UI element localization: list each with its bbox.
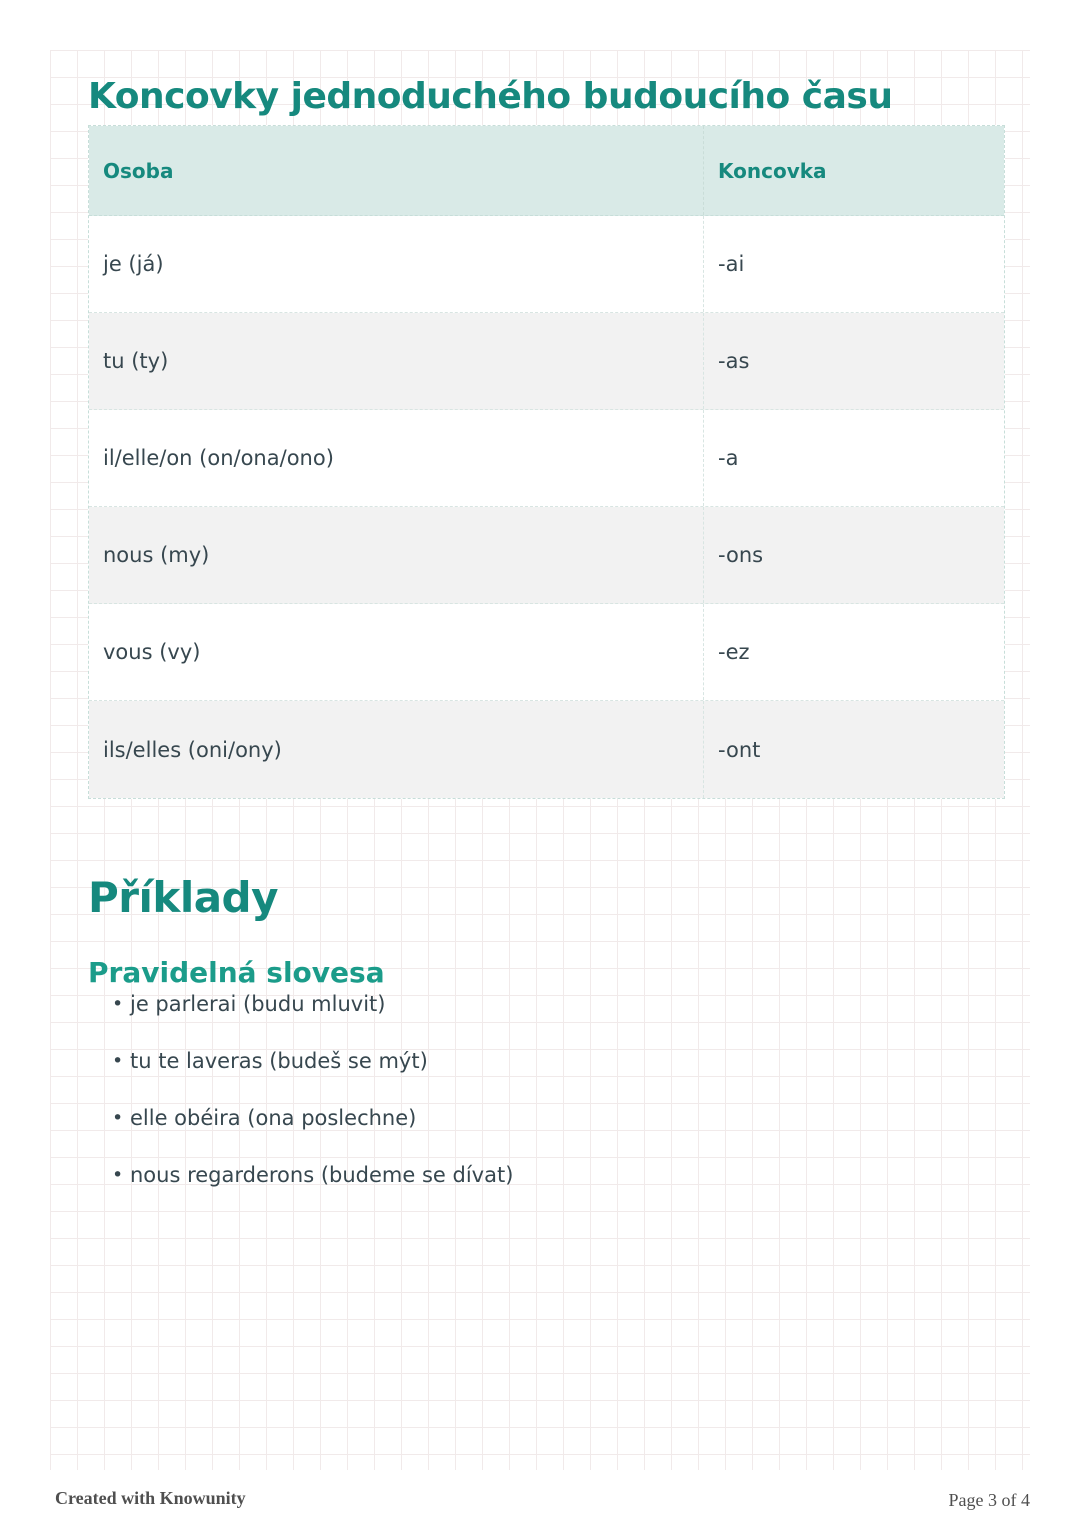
table-row: nous (my) -ons <box>89 507 1004 604</box>
example-item: elle obéira (ona poslechne) <box>112 1106 513 1130</box>
footer-page-number: Page 3 of 4 <box>948 1490 1030 1510</box>
table-row: ils/elles (oni/ony) -ont <box>89 701 1004 798</box>
example-item: nous regarderons (budeme se dívat) <box>112 1163 513 1187</box>
cell-ending: -ez <box>718 640 750 664</box>
endings-table: Osoba Koncovka je (já) -ai tu (ty) -as il/el… <box>88 125 1005 799</box>
cell-person: vous (vy) <box>89 604 704 700</box>
cell-ending: -ons <box>718 543 764 567</box>
page-title: Koncovky jednoduchého budoucího času <box>88 76 893 118</box>
section-heading-examples: Příklady <box>88 872 279 922</box>
cell-ending: -ont <box>718 737 761 762</box>
subsection-heading-regular-verbs: Pravidelná slovesa <box>88 956 385 989</box>
table-row: vous (vy) -ez <box>89 604 1004 701</box>
example-item: tu te laveras (budeš se mýt) <box>112 1049 513 1073</box>
table-row: il/elle/on (on/ona/ono) -a <box>89 410 1004 507</box>
cell-person: tu (ty) <box>89 313 704 409</box>
cell-person: nous (my) <box>89 507 704 603</box>
example-list: je parlerai (budu mluvit) tu te laveras (… <box>112 992 513 1220</box>
cell-ending: -as <box>718 349 750 373</box>
table-row: je (já) -ai <box>89 216 1004 313</box>
table-row: tu (ty) -as <box>89 313 1004 410</box>
table-body: je (já) -ai tu (ty) -as il/elle/on (on/ona/o… <box>89 216 1004 798</box>
table-header-ending: Koncovka <box>718 158 827 183</box>
table-header-person: Osoba <box>89 126 704 215</box>
cell-person: je (já) <box>89 216 704 312</box>
cell-person: il/elle/on (on/ona/ono) <box>89 410 704 506</box>
cell-ending: -a <box>718 446 739 470</box>
cell-person: ils/elles (oni/ony) <box>89 701 704 798</box>
cell-ending: -ai <box>718 252 745 276</box>
footer-created-with: Created with Knowunity <box>55 1488 246 1508</box>
table-header-row: Osoba Koncovka <box>89 126 1004 216</box>
example-item: je parlerai (budu mluvit) <box>112 992 513 1016</box>
